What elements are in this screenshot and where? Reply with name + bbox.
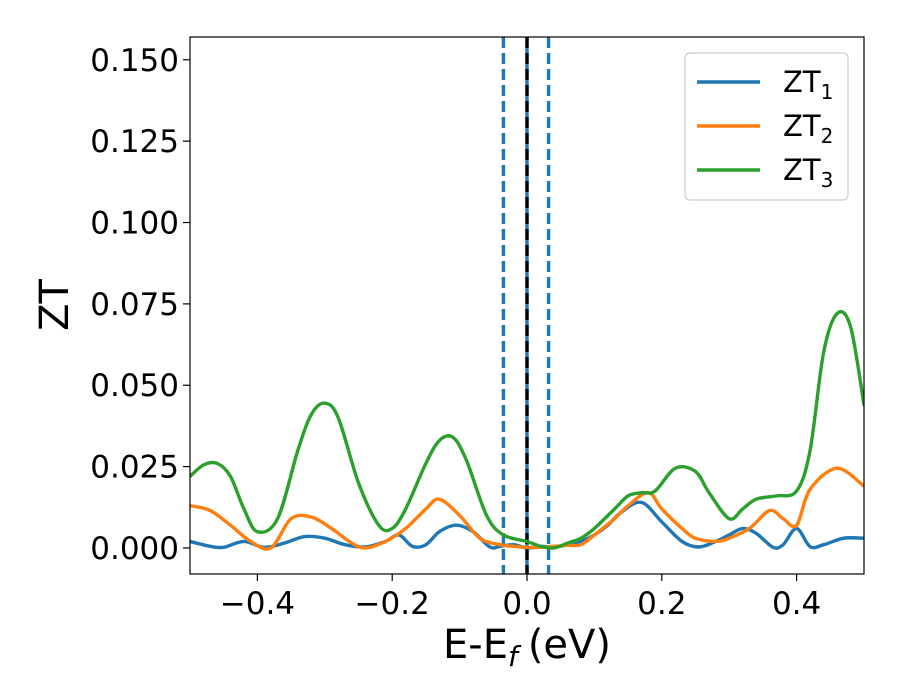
- y-tick-label: 0.050: [90, 368, 179, 404]
- x-axis: −0.4 −0.2 0.0 0.2 0.4: [220, 574, 821, 622]
- vertical-marker-lines: [501, 37, 551, 574]
- legend-box: [684, 52, 849, 201]
- x-axis-label: E-Ef (eV): [443, 622, 611, 673]
- y-tick-label: 0.100: [90, 206, 179, 242]
- legend-label-zt1: ZT1: [783, 65, 833, 104]
- series-layer: [190, 310, 864, 551]
- series-line-zt3: [190, 310, 864, 550]
- plot-area: [190, 37, 864, 574]
- y-axis: 0.000 0.025 0.050 0.075 0.100 0.125 0.150: [90, 43, 190, 567]
- y-tick-label: 0.000: [90, 531, 179, 567]
- y-tick-label: 0.150: [90, 43, 179, 79]
- legend-label-zt3: ZT3: [783, 153, 833, 192]
- y-tick-label: 0.025: [90, 450, 179, 486]
- x-tick-label: −0.4: [220, 586, 295, 622]
- x-tick-label: −0.2: [355, 586, 430, 622]
- x-tick-label: 0.2: [637, 586, 686, 622]
- legend-label-zt2: ZT2: [783, 109, 833, 148]
- y-axis-label: ZT: [32, 279, 78, 331]
- x-tick-label: 0.0: [502, 586, 551, 622]
- y-tick-label: 0.075: [90, 287, 179, 323]
- legend: ZT1 ZT2 ZT3: [684, 52, 849, 201]
- y-tick-label: 0.125: [90, 124, 179, 160]
- x-tick-label: 0.4: [772, 586, 821, 622]
